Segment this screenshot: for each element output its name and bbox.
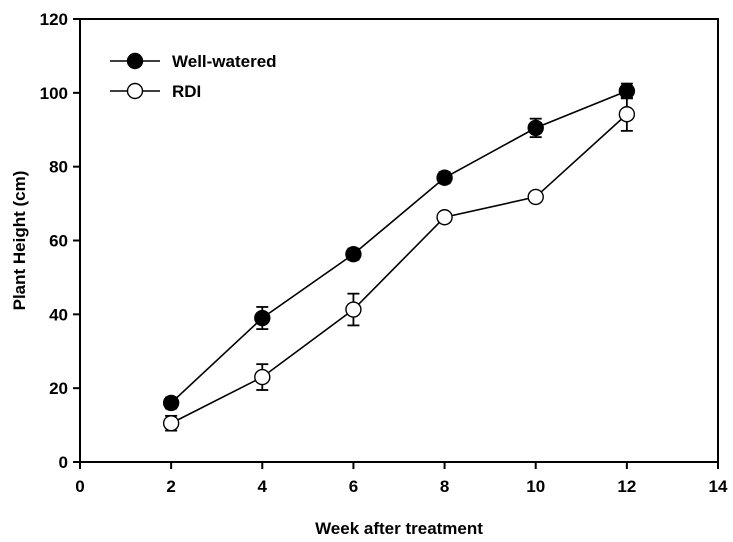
data-point: [254, 309, 271, 327]
data-point: [618, 82, 636, 100]
series-line: [170, 90, 628, 404]
data-point: [345, 301, 362, 318]
series-layer: [162, 82, 636, 432]
series-line: [170, 113, 628, 424]
y-tick-label: 80: [49, 158, 68, 177]
x-tick-label: 0: [75, 477, 84, 496]
legend-marker: [126, 52, 144, 70]
y-tick-label: 60: [49, 232, 68, 251]
legend-label: RDI: [172, 82, 201, 101]
x-tick-label: 6: [349, 477, 358, 496]
data-point: [618, 106, 636, 123]
x-tick-label: 12: [617, 477, 636, 496]
data-point: [436, 169, 453, 186]
legend: Well-watered RDI: [110, 52, 277, 101]
x-tick-label: 10: [526, 477, 545, 496]
data-point: [345, 245, 362, 263]
axes: 0 2 4 6 8 10 12 14 0 20 40 60 80 100 120: [40, 10, 728, 496]
data-point: [436, 209, 453, 226]
legend-marker: [126, 82, 144, 100]
y-tick-label: 40: [49, 305, 68, 324]
data-point: [254, 368, 271, 386]
x-tick-label: 2: [166, 477, 175, 496]
series-rdi: [162, 96, 636, 432]
x-tick-label: 14: [709, 477, 728, 496]
y-tick-label: 0: [59, 453, 68, 472]
x-tick-label: 4: [258, 477, 268, 496]
legend-item: RDI: [110, 82, 201, 101]
y-tick-label: 20: [49, 379, 68, 398]
y-tick-label: 120: [40, 10, 68, 29]
data-point: [162, 394, 180, 412]
y-tick-label: 100: [40, 84, 68, 103]
x-axis-title: Week after treatment: [315, 519, 483, 538]
legend-label: Well-watered: [172, 52, 277, 71]
data-point: [527, 119, 544, 137]
y-axis-title: Plant Height (cm): [10, 171, 29, 311]
x-tick-label: 8: [440, 477, 449, 496]
data-point: [527, 188, 544, 206]
legend-item: Well-watered: [110, 52, 277, 71]
data-point: [162, 415, 180, 432]
series-well-watered: [162, 82, 636, 412]
